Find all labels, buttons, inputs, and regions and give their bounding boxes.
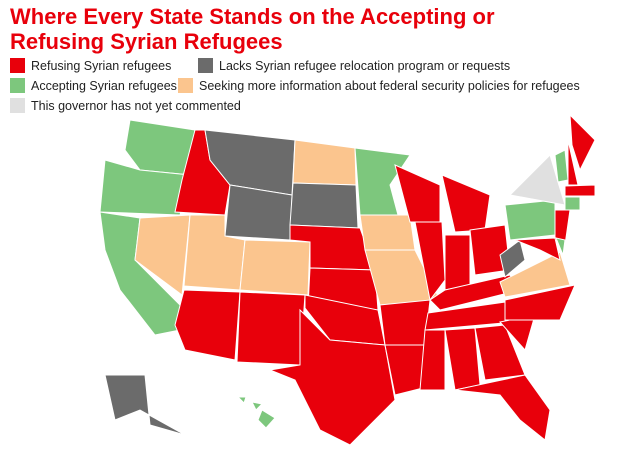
- state: [419, 329, 446, 391]
- state: [394, 164, 441, 223]
- swatch: [10, 58, 25, 73]
- state: [567, 139, 579, 186]
- state: [289, 182, 359, 229]
- state: [444, 234, 471, 291]
- state: [236, 291, 306, 366]
- title: Where Every State Stands on the Acceptin…: [10, 4, 495, 54]
- legend-label: Lacks Syrian refugee relocation program …: [219, 58, 511, 73]
- legend-label: Accepting Syrian refugees: [31, 78, 177, 93]
- state: [504, 199, 556, 241]
- state: [239, 239, 311, 296]
- state: [251, 401, 264, 411]
- state: [444, 327, 481, 391]
- state: [441, 174, 491, 233]
- state: [564, 196, 581, 211]
- state: [268, 308, 396, 446]
- legend-label: Refusing Syrian refugees: [31, 58, 172, 73]
- state: [104, 374, 186, 436]
- state: [354, 147, 411, 216]
- state: [554, 209, 571, 246]
- state: [174, 289, 241, 361]
- legend-item: Seeking more information about federal s…: [178, 78, 580, 93]
- state: [499, 251, 571, 298]
- legend-label: This governor has not yet commented: [31, 98, 241, 113]
- state: [134, 214, 191, 296]
- legend-item: Refusing Syrian refugees: [10, 58, 171, 73]
- swatch: [178, 78, 193, 93]
- state: [224, 184, 293, 241]
- swatch: [10, 98, 25, 113]
- state: [569, 113, 596, 172]
- state: [292, 139, 357, 186]
- state: [514, 237, 561, 261]
- swatch: [10, 78, 25, 93]
- state: [504, 284, 576, 321]
- state: [236, 396, 247, 404]
- state: [124, 119, 196, 176]
- legend-label: Seeking more information about federal s…: [199, 78, 580, 93]
- state: [359, 214, 416, 251]
- state: [257, 409, 276, 429]
- legend-item: This governor has not yet commented: [10, 98, 241, 113]
- state: [499, 239, 526, 278]
- state: [555, 237, 566, 257]
- legend-item: Accepting Syrian refugees: [10, 78, 177, 93]
- state: [454, 374, 551, 441]
- swatch: [198, 58, 213, 73]
- state: [564, 184, 596, 197]
- state: [379, 299, 431, 346]
- legend-item: Lacks Syrian refugee relocation program …: [198, 58, 510, 73]
